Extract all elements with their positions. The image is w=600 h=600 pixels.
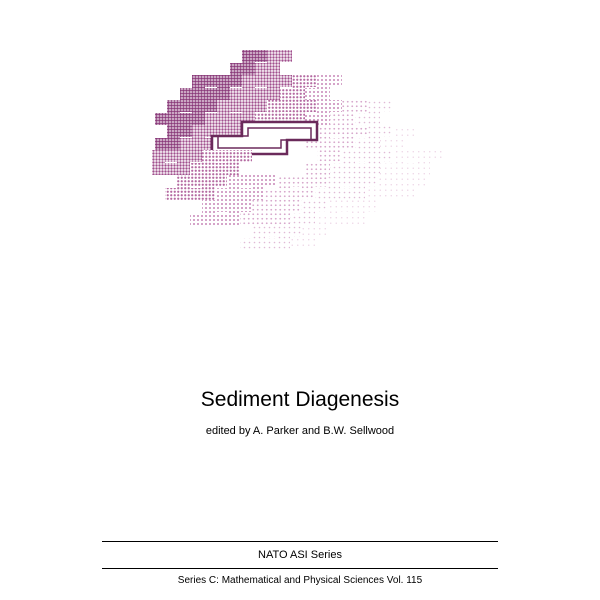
editors-line: edited by A. Parker and B.W. Sellwood — [102, 425, 498, 437]
series-bottom-line: Series C: Mathematical and Physical Scie… — [102, 575, 498, 586]
pattern-svg — [152, 50, 452, 250]
editors-names: A. Parker and B.W. Sellwood — [253, 425, 394, 437]
book-cover: Sediment Diagenesis edited by A. Parker … — [102, 0, 498, 600]
series-band: NATO ASI Series Series C: Mathematical a… — [102, 541, 498, 600]
book-title: Sediment Diagenesis — [102, 388, 498, 412]
series-top-line: NATO ASI Series — [102, 549, 498, 561]
series-divider — [102, 568, 498, 569]
editors-prefix: edited by — [206, 425, 253, 437]
cover-graphic — [152, 50, 452, 250]
